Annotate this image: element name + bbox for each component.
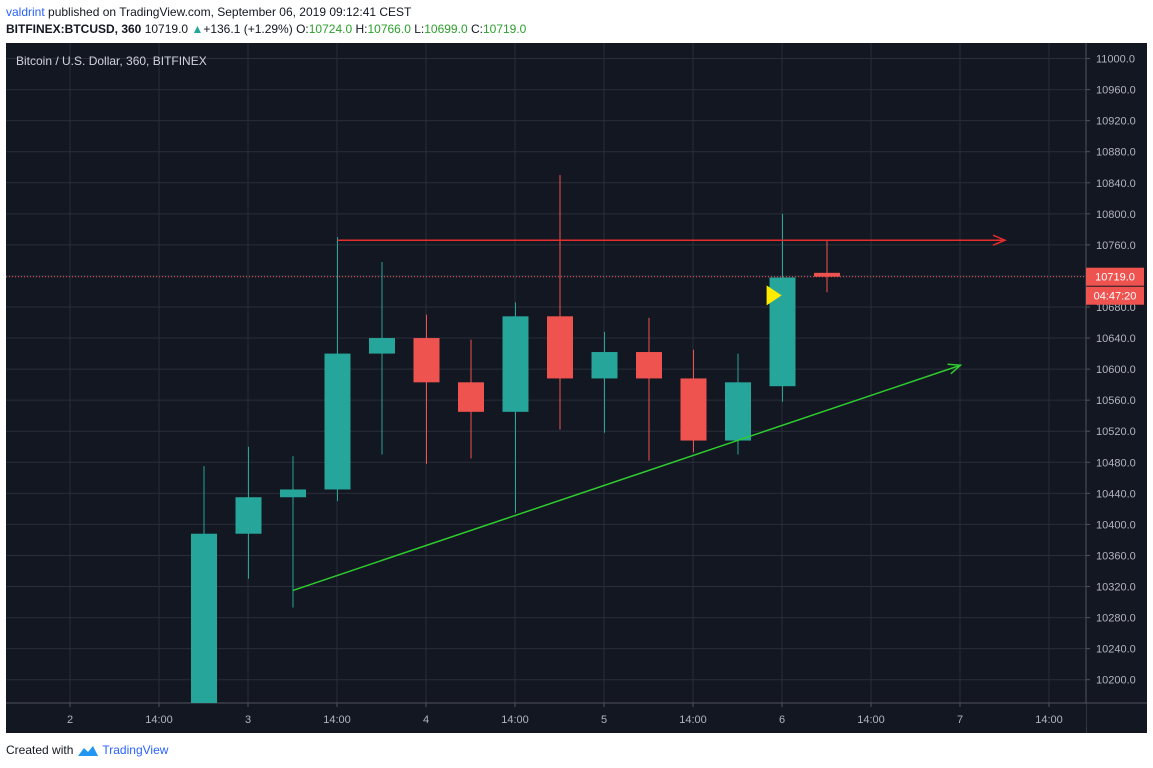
price-axis[interactable] <box>1086 43 1147 703</box>
footer: Created with TradingView <box>6 743 168 757</box>
author-link[interactable]: valdrint <box>6 5 45 19</box>
price-tick-label: 10440.0 <box>1096 488 1136 500</box>
price-tick-label: 10320.0 <box>1096 582 1136 594</box>
candle-body <box>191 533 217 703</box>
open-value: 10724.0 <box>308 22 353 36</box>
high-label: H: <box>355 22 368 36</box>
candle <box>413 314 440 464</box>
price-chart[interactable]: 11000.0 10960.0 10920.0 10880.0 10840.0 10800… <box>6 43 1147 733</box>
price-tick-label: 10800.0 <box>1096 209 1136 221</box>
candle <box>458 339 484 459</box>
tradingview-link[interactable]: TradingView <box>102 743 169 757</box>
candle-body <box>324 353 351 490</box>
candle-body <box>725 382 751 441</box>
price-tags: 10719.0 04:47:20 <box>1086 267 1144 305</box>
price-tick-label: 10920.0 <box>1096 116 1136 128</box>
price-tick-label: 10760.0 <box>1096 240 1136 252</box>
time-tick-label: 4 <box>423 714 429 726</box>
high-value: 10766.0 <box>367 22 411 36</box>
change-value: +136.1 (+1.29%) <box>203 22 293 36</box>
last-price-tag <box>1086 267 1144 286</box>
candle-body <box>591 352 618 379</box>
candles <box>191 175 840 703</box>
candle <box>324 237 351 502</box>
chart-legend: Bitcoin / U.S. Dollar, 360, BITFINEX <box>16 54 207 68</box>
open-label: O: <box>296 22 309 36</box>
price-tick-label: 10680.0 <box>1096 302 1136 314</box>
time-tick-label: 2 <box>67 714 73 726</box>
candle <box>280 456 306 608</box>
price-tick-label: 10600.0 <box>1096 364 1136 376</box>
close-value: 10719.0 <box>482 22 527 36</box>
candle <box>502 302 529 513</box>
price-tick-label: 10200.0 <box>1096 675 1136 687</box>
close-label: C: <box>470 22 483 36</box>
candle-body <box>814 272 840 277</box>
price-tick-label: 10280.0 <box>1096 613 1136 625</box>
candle <box>235 446 262 579</box>
price-tick-label: 10480.0 <box>1096 457 1136 469</box>
created-with-text: Created with <box>6 743 74 757</box>
price-tick-label: 11000.0 <box>1096 54 1135 66</box>
ohlc-bar: BITFINEX:BTCUSD, 360 10719.0 ▲+136.1 (+1… <box>6 22 526 36</box>
last-price: 10719.0 <box>144 22 189 36</box>
price-tick-label: 10640.0 <box>1096 333 1136 345</box>
candle <box>191 466 217 703</box>
candle-body <box>502 316 529 412</box>
time-axis[interactable] <box>6 703 1086 733</box>
price-tick-label: 10520.0 <box>1096 426 1136 438</box>
candle <box>636 317 662 461</box>
triangle-up-icon: ▲ <box>191 22 204 36</box>
price-tick-label: 10880.0 <box>1096 147 1136 159</box>
chart-background <box>6 43 1147 733</box>
time-tick-label: 14:00 <box>1035 714 1063 726</box>
candle-body <box>636 352 662 379</box>
candle-body <box>235 497 262 534</box>
low-value: 10699.0 <box>424 22 468 36</box>
trend-drawings[interactable] <box>292 234 1007 592</box>
last-price-tag-label: 10719.0 <box>1095 272 1135 284</box>
candle-body <box>680 378 707 441</box>
price-tick-label: 10240.0 <box>1096 644 1136 656</box>
candle <box>591 331 618 433</box>
countdown-label: 04:47:20 <box>1094 291 1137 303</box>
candle <box>680 349 707 453</box>
support-line <box>292 364 961 592</box>
time-tick-label: 7 <box>957 714 963 726</box>
time-tick-label: 14:00 <box>323 714 351 726</box>
time-tick-label: 14:00 <box>857 714 885 726</box>
time-tick-label: 3 <box>245 714 251 726</box>
time-tick-label: 6 <box>779 714 785 726</box>
price-tick-label: 10360.0 <box>1096 550 1136 562</box>
yellow-triangle-icon <box>766 285 782 306</box>
candle-body <box>413 338 440 383</box>
candle <box>369 261 395 455</box>
price-tick-label: 10560.0 <box>1096 395 1136 407</box>
tradingview-logo-icon <box>78 745 99 756</box>
candle <box>725 353 751 455</box>
candle-body <box>369 338 395 354</box>
publish-text: published on TradingView.com, September … <box>48 5 412 19</box>
countdown-tag <box>1086 286 1144 305</box>
candle-body <box>458 382 484 412</box>
price-tick-label: 10400.0 <box>1096 519 1136 531</box>
time-tick-labels: 2 14:00 3 14:00 4 14:00 5 14:00 6 14:00 7 14:00 <box>67 703 1063 726</box>
candle <box>814 240 840 293</box>
time-tick-label: 14:00 <box>145 714 173 726</box>
price-tick-label: 10960.0 <box>1096 85 1136 97</box>
candle-body <box>280 489 306 498</box>
candle-body <box>547 316 573 379</box>
price-tick-label: 10840.0 <box>1096 178 1136 190</box>
publish-info: valdrint published on TradingView.com, S… <box>6 5 411 19</box>
symbol-label: BITFINEX:BTCUSD, 360 <box>6 22 142 36</box>
time-tick-label: 14:00 <box>679 714 707 726</box>
price-tick-labels: 11000.0 10960.0 10920.0 10880.0 10840.0 10800… <box>1086 54 1136 687</box>
candle <box>547 175 573 430</box>
resistance-arrow-icon <box>992 234 1007 246</box>
time-tick-label: 5 <box>601 714 607 726</box>
support-arrow-icon <box>947 363 963 375</box>
time-tick-label: 14:00 <box>501 714 529 726</box>
low-label: L: <box>414 22 425 36</box>
